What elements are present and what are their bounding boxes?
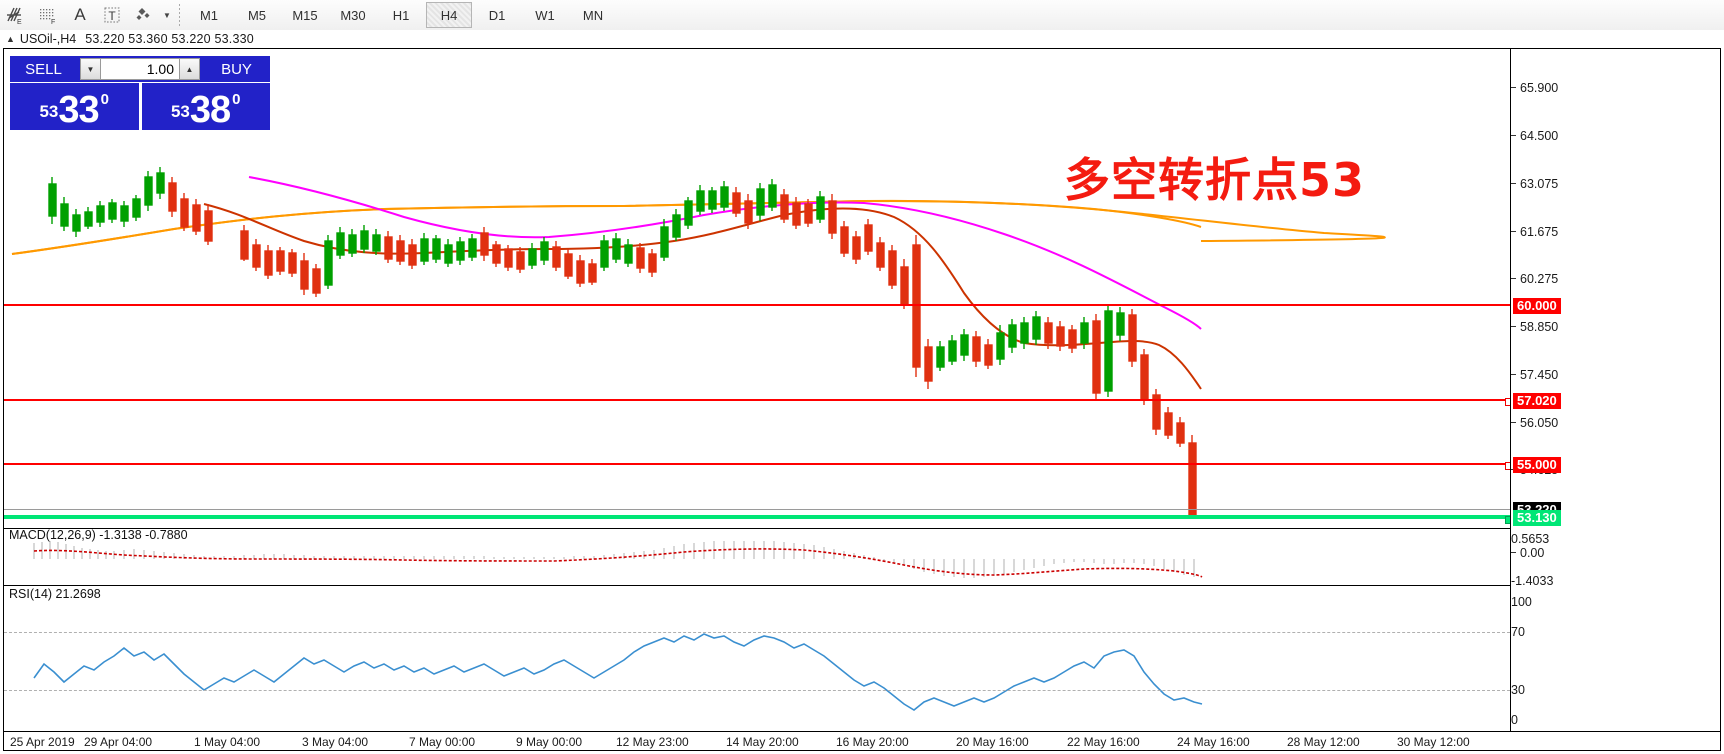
time-tick: 14 May 20:00 xyxy=(726,735,799,749)
price-axis-separator xyxy=(1510,49,1511,731)
rsi-oversold-line xyxy=(4,690,1510,691)
macd-axis-tick: -1.4033 xyxy=(1511,574,1554,588)
text-label-icon[interactable]: A xyxy=(74,5,86,24)
price-tick: 60.275 xyxy=(1511,272,1558,286)
chart-frame[interactable]: 多空转折点53 SELL ▼ 1.00 ▲ BUY 53 33 0 xyxy=(3,48,1721,751)
timeframe-mn[interactable]: MN xyxy=(582,7,604,23)
time-tick: 28 May 12:00 xyxy=(1287,735,1360,749)
time-tick: 20 May 16:00 xyxy=(956,735,1029,749)
svg-text:E: E xyxy=(17,19,22,25)
timeframe-d1[interactable]: D1 xyxy=(488,7,506,23)
time-tick: 9 May 00:00 xyxy=(516,735,583,749)
time-tick: 30 May 12:00 xyxy=(1397,735,1470,749)
level-price-label-57[interactable]: 57.020 xyxy=(1513,393,1561,409)
svg-text:T: T xyxy=(108,9,116,23)
rsi-axis-tick: 70 xyxy=(1511,625,1525,639)
macd-axis-tick: 0.00 xyxy=(1511,546,1544,560)
price-tick: 65.900 xyxy=(1511,81,1558,95)
macd-axis-tick: 0.5653 xyxy=(1511,532,1550,546)
buy-button[interactable]: BUY xyxy=(203,56,270,82)
level-line-55[interactable] xyxy=(4,462,1510,470)
sell-price-integer: 53 xyxy=(39,102,59,121)
rsi-series xyxy=(33,633,1203,711)
time-tick: 24 May 16:00 xyxy=(1177,735,1250,749)
price-tick: 64.500 xyxy=(1511,129,1558,143)
sell-price-main: 33 xyxy=(58,89,99,131)
timeframe-m15[interactable]: M15 xyxy=(292,7,318,23)
macd-label: MACD(12,26,9) -1.3138 -0.7880 xyxy=(9,528,188,542)
volume-input[interactable]: 1.00 xyxy=(101,58,179,80)
ohlc-values: 53.220 53.360 53.220 53.330 xyxy=(85,32,254,46)
rsi-axis-tick: 0 xyxy=(1511,713,1518,727)
level-line-57[interactable] xyxy=(4,398,1510,406)
price-tick: 58.850 xyxy=(1511,320,1558,334)
buy-price-main: 38 xyxy=(189,89,231,131)
timeframe-m30[interactable]: M30 xyxy=(340,7,366,23)
time-tick: 22 May 16:00 xyxy=(1067,735,1140,749)
price-series xyxy=(11,167,1386,519)
collapse-triangle-icon[interactable]: ▲ xyxy=(6,34,15,44)
price-axis[interactable]: 65.900 64.500 63.075 61.675 60.275 58.85… xyxy=(1511,49,1720,731)
templates-dropdown-caret-icon[interactable]: ▼ xyxy=(163,10,171,20)
time-axis[interactable]: 25 Apr 2019 29 Apr 04:00 1 May 04:00 3 M… xyxy=(4,731,1720,750)
price-tick: 63.075 xyxy=(1511,177,1558,191)
timeframe-h4[interactable]: H4 xyxy=(426,2,472,28)
main-toolbar: E F A xyxy=(0,0,1724,31)
rsi-pane[interactable]: RSI(14) 21.2698 xyxy=(4,586,1510,731)
symbol-info-bar: ▲ USOil-,H4 53.220 53.360 53.220 53.330 xyxy=(0,30,1724,48)
toolbar-separator xyxy=(179,4,180,26)
crosshair-f-icon[interactable]: F xyxy=(32,1,64,29)
sell-button[interactable]: SELL xyxy=(10,56,77,82)
time-tick: 1 May 04:00 xyxy=(194,735,261,749)
volume-increase-icon[interactable]: ▲ xyxy=(179,58,200,80)
time-tick: 29 Apr 04:00 xyxy=(84,735,153,749)
rsi-axis-tick: 100 xyxy=(1511,595,1532,609)
symbol-name: USOil-,H4 xyxy=(19,32,77,46)
rsi-axis-tick: 30 xyxy=(1511,683,1525,697)
sell-price-decimal: 0 xyxy=(100,91,110,108)
time-tick: 16 May 20:00 xyxy=(836,735,909,749)
indicators-icon[interactable]: E xyxy=(0,1,32,29)
timeframe-m5[interactable]: M5 xyxy=(247,7,267,23)
text-box-icon[interactable]: T xyxy=(96,1,128,29)
price-line-handle[interactable] xyxy=(1505,516,1510,524)
buy-price-display[interactable]: 53 38 0 xyxy=(141,83,270,131)
level-price-label-55[interactable]: 55.000 xyxy=(1513,457,1561,473)
volume-decrease-icon[interactable]: ▼ xyxy=(80,58,101,80)
price-tick: 57.450 xyxy=(1511,368,1558,382)
time-tick: 12 May 23:00 xyxy=(616,735,689,749)
level-price-label-60[interactable]: 60.000 xyxy=(1513,298,1561,314)
time-tick: 3 May 04:00 xyxy=(302,735,369,749)
buy-price-decimal: 0 xyxy=(232,91,241,108)
time-tick: 7 May 00:00 xyxy=(409,735,476,749)
one-click-trading-panel[interactable]: SELL ▼ 1.00 ▲ BUY 53 33 0 53 xyxy=(10,56,270,131)
chart-annotation: 多空转折点53 xyxy=(1064,153,1366,207)
timeframe-m1[interactable]: M1 xyxy=(199,7,219,23)
price-tick: 56.050 xyxy=(1511,416,1558,430)
volume-stepper[interactable]: ▼ 1.00 ▲ xyxy=(77,56,203,82)
time-tick: 25 Apr 2019 xyxy=(10,735,75,749)
ask-price-line xyxy=(4,515,1510,524)
buy-price-integer: 53 xyxy=(170,102,190,121)
timeframe-h1[interactable]: H1 xyxy=(392,7,410,23)
timeframe-w1[interactable]: W1 xyxy=(535,7,555,23)
bid-price-line xyxy=(4,509,1510,510)
level-handle[interactable] xyxy=(1505,462,1510,470)
price-tick: 61.675 xyxy=(1511,225,1558,239)
price-pane[interactable]: 多空转折点53 SELL ▼ 1.00 ▲ BUY 53 33 0 xyxy=(4,49,1510,527)
macd-pane[interactable]: MACD(12,26,9) -1.3138 -0.7880 xyxy=(4,528,1510,586)
svg-text:F: F xyxy=(51,19,55,25)
ask-price-label: 53.130 xyxy=(1513,510,1561,526)
templates-icon[interactable] xyxy=(128,1,160,29)
level-handle[interactable] xyxy=(1505,398,1510,406)
macd-series xyxy=(33,541,1203,578)
sell-price-display[interactable]: 53 33 0 xyxy=(10,83,139,130)
rsi-overbought-line xyxy=(4,632,1510,633)
level-line-60[interactable] xyxy=(4,304,1510,306)
rsi-label: RSI(14) 21.2698 xyxy=(9,587,101,601)
